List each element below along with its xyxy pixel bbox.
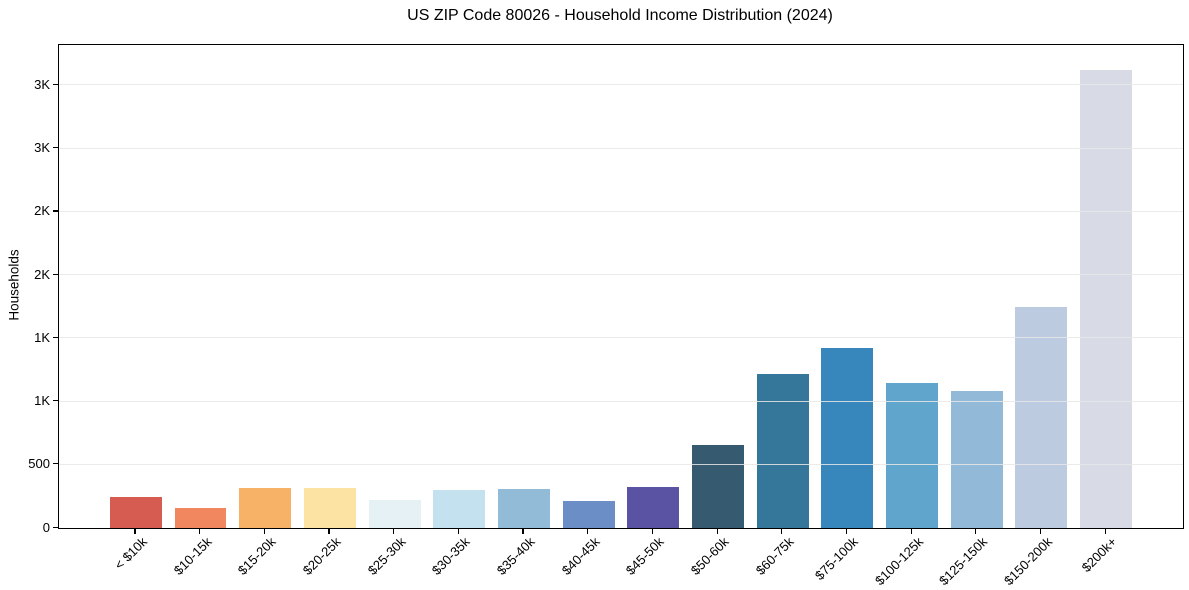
bar: [1015, 306, 1068, 528]
y-tick-label: 2K: [34, 266, 50, 282]
x-tick-label: $100-125k: [871, 534, 926, 589]
gridline: [59, 84, 1183, 86]
gridline: [59, 147, 1183, 149]
bar: [886, 383, 938, 528]
x-tick-mark: [1104, 528, 1106, 534]
x-tick-mark: [781, 528, 783, 534]
bar: [433, 490, 486, 528]
x-tick-label: $45-50k: [623, 534, 667, 578]
x-tick-label: $125-150k: [936, 534, 991, 589]
bar: [562, 501, 615, 528]
y-tick-mark: [53, 526, 58, 528]
y-tick-label: 3K: [34, 140, 50, 156]
bar: [756, 373, 809, 528]
y-tick-label: 3K: [34, 76, 50, 92]
y-tick-mark: [53, 400, 58, 402]
gridline: [59, 337, 1183, 339]
y-tick-label: 500: [28, 456, 50, 472]
bar: [304, 487, 356, 528]
chart-title: US ZIP Code 80026 - Household Income Dis…: [407, 7, 833, 24]
y-tick-mark: [53, 147, 58, 149]
bar: [821, 348, 874, 528]
x-tick-label: $20-25k: [299, 534, 344, 578]
x-tick-mark: [393, 528, 395, 534]
x-tick-label: $40-45k: [558, 534, 603, 578]
x-tick-mark: [199, 528, 201, 534]
gridline: [59, 210, 1183, 212]
x-tick-label: $60-75k: [752, 534, 797, 578]
x-tick-mark: [1039, 528, 1042, 534]
y-tick-mark: [53, 210, 58, 212]
x-tick-label: $30-35k: [429, 534, 473, 578]
x-tick-mark: [716, 528, 718, 534]
x-tick-label: $200k+: [1078, 534, 1120, 576]
gridline: [59, 274, 1183, 276]
plot-area: [58, 44, 1184, 529]
bar: [239, 487, 292, 528]
bar: [110, 497, 162, 528]
x-tick-label: $15-20k: [235, 534, 279, 578]
x-tick-mark: [975, 528, 977, 534]
y-tick-label: 0: [42, 519, 50, 535]
bar: [692, 445, 744, 528]
y-tick-mark: [53, 463, 58, 465]
y-tick-mark: [53, 336, 58, 339]
x-tick-label: $150-200k: [1000, 534, 1055, 589]
y-tick-mark: [53, 83, 58, 86]
x-tick-label: $75-100k: [812, 534, 861, 583]
x-tick-mark: [910, 528, 912, 534]
gridline: [59, 463, 1183, 465]
y-tick-label: 2K: [34, 203, 50, 219]
bar: [1080, 69, 1132, 528]
x-tick-label: $50-60k: [687, 534, 732, 578]
bar: [950, 390, 1003, 528]
x-tick-mark: [651, 528, 654, 534]
bar: [627, 486, 680, 528]
y-tick-label: 1K: [34, 329, 50, 345]
x-tick-label: < $10k: [111, 534, 150, 573]
x-tick-mark: [263, 528, 265, 534]
x-tick-mark: [134, 528, 136, 534]
y-tick-mark: [53, 273, 58, 275]
gridline: [59, 400, 1183, 402]
x-tick-mark: [522, 528, 524, 534]
bar: [174, 508, 227, 528]
x-tick-mark: [328, 528, 330, 534]
x-tick-label: $10-15k: [170, 534, 215, 578]
bar: [368, 500, 421, 528]
x-tick-label: $25-30k: [364, 534, 409, 578]
x-tick-mark: [587, 528, 589, 534]
x-tick-mark: [845, 528, 848, 534]
y-axis-label: Households: [6, 249, 22, 321]
x-tick-label: $35-40k: [493, 534, 538, 578]
bar: [498, 488, 550, 528]
y-tick-label: 1K: [34, 393, 50, 409]
x-tick-mark: [457, 528, 459, 534]
